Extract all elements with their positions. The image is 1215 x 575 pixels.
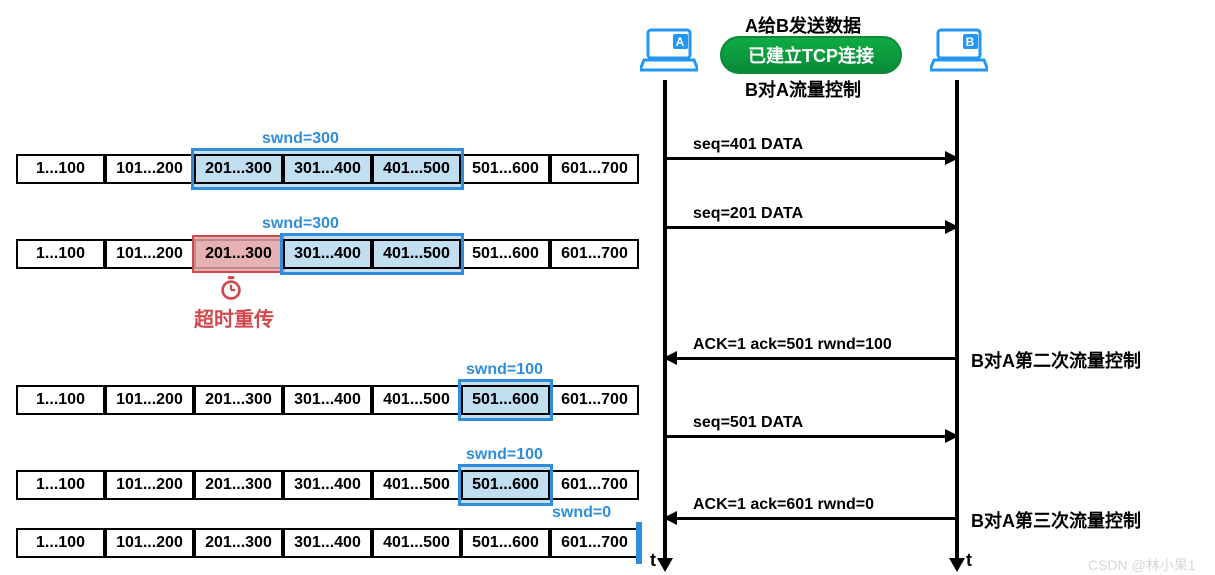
message-arrow-line: [665, 435, 957, 438]
seq-cell-in-window: 301...400: [283, 239, 372, 269]
time-axis-label: t: [650, 550, 656, 571]
message-arrow-line: [665, 357, 957, 360]
connection-pill: 已建立TCP连接: [720, 36, 902, 74]
seq-cell: 101...200: [105, 385, 194, 415]
swnd-label: swnd=100: [466, 361, 543, 379]
message-label: seq=501 DATA: [693, 414, 803, 432]
timeline-arrowhead: [657, 558, 673, 572]
seq-cell: 601...700: [550, 154, 639, 184]
message-label: ACK=1 ack=601 rwnd=0: [693, 496, 874, 514]
swnd-label: swnd=300: [262, 130, 339, 148]
seq-cell: 1...100: [16, 470, 105, 500]
header-bottom: B对A流量控制: [745, 76, 861, 102]
seq-cell-in-window: 401...500: [372, 239, 461, 269]
message-label: seq=401 DATA: [693, 136, 803, 154]
seq-cell: 201...300: [194, 385, 283, 415]
seq-cell: 301...400: [283, 528, 372, 558]
seq-cell: 501...600: [461, 154, 550, 184]
seq-cell-in-window: 401...500: [372, 154, 461, 184]
header-top: A给B发送数据: [745, 12, 861, 38]
arrow-head-icon: [945, 151, 959, 165]
timeline-arrowhead: [949, 558, 965, 572]
laptop-b-icon: B: [930, 28, 988, 77]
message-label: ACK=1 ack=501 rwnd=100: [693, 336, 892, 354]
seq-cell-timeout: 201...300: [194, 239, 283, 269]
swnd-label: swnd=100: [466, 446, 543, 464]
message-arrow-line: [665, 226, 957, 229]
flow-control-label: B对A第三次流量控制: [971, 507, 1141, 533]
svg-text:A: A: [676, 35, 685, 49]
flow-control-label: B对A第二次流量控制: [971, 347, 1141, 373]
laptop-a-icon: A: [640, 28, 698, 77]
seq-cell: 401...500: [372, 385, 461, 415]
message-arrow-line: [665, 517, 957, 520]
seq-cell: 201...300: [194, 470, 283, 500]
arrow-head-icon: [945, 429, 959, 443]
arrow-head-icon: [663, 351, 677, 365]
time-axis-label: t: [966, 550, 972, 571]
seq-cell: 1...100: [16, 239, 105, 269]
seq-cell-in-window: 201...300: [194, 154, 283, 184]
seq-cell: 501...600: [461, 239, 550, 269]
swnd-label: swnd=0: [552, 504, 611, 522]
seq-cell: 101...200: [105, 470, 194, 500]
timeline: [663, 80, 667, 558]
seq-cell: 501...600: [461, 528, 550, 558]
seq-cell-in-window: 301...400: [283, 154, 372, 184]
seq-cell: 1...100: [16, 528, 105, 558]
seq-cell: 201...300: [194, 528, 283, 558]
watermark: CSDN @林小果1: [1088, 555, 1196, 575]
seq-cell: 301...400: [283, 385, 372, 415]
seq-cell: 101...200: [105, 154, 194, 184]
message-label: seq=201 DATA: [693, 205, 803, 223]
arrow-head-icon: [945, 220, 959, 234]
seq-cell: 601...700: [550, 528, 639, 558]
svg-text:B: B: [966, 35, 975, 49]
seq-cell: 1...100: [16, 154, 105, 184]
seq-cell: 301...400: [283, 470, 372, 500]
seq-cell: 601...700: [550, 385, 639, 415]
message-arrow-line: [665, 157, 957, 160]
seq-cell-in-window: 501...600: [461, 470, 550, 500]
timeout-label: 超时重传: [194, 303, 274, 332]
seq-cell: 401...500: [372, 470, 461, 500]
seq-cell: 101...200: [105, 528, 194, 558]
seq-cell-in-window: 501...600: [461, 385, 550, 415]
seq-cell: 601...700: [550, 470, 639, 500]
seq-cell: 601...700: [550, 239, 639, 269]
seq-cell: 1...100: [16, 385, 105, 415]
seq-cell: 101...200: [105, 239, 194, 269]
swnd-label: swnd=300: [262, 215, 339, 233]
seq-cell: 401...500: [372, 528, 461, 558]
arrow-head-icon: [663, 511, 677, 525]
